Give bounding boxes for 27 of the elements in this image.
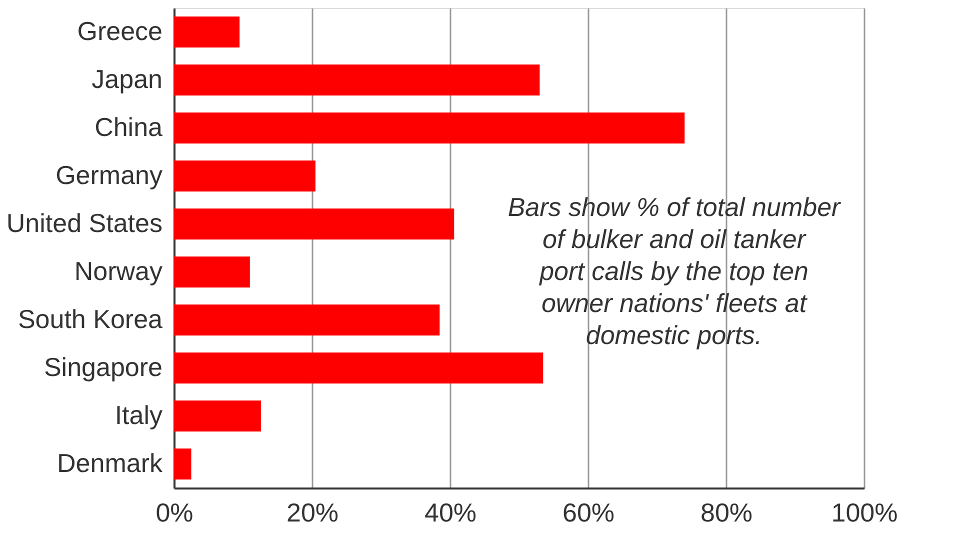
y-tick-label: Greece <box>77 16 162 46</box>
bar <box>174 400 261 432</box>
y-tick-label: United States <box>6 208 162 238</box>
bar <box>174 448 192 480</box>
x-tick-label: 0% <box>156 498 194 528</box>
y-tick-label: Germany <box>56 160 162 190</box>
x-tick-label: 80% <box>700 498 753 528</box>
bar <box>174 304 440 336</box>
y-tick-label: Denmark <box>57 448 164 478</box>
bar <box>174 112 685 144</box>
bar <box>174 16 240 48</box>
y-tick-label: South Korea <box>18 304 164 334</box>
annotation: Bars show % of total number of bulker and oil tanker port calls by the top ten owner nations' fleets at domestic ports. <box>508 192 842 350</box>
y-tick-label: Norway <box>74 256 162 286</box>
x-tick-label: 20% <box>286 498 339 528</box>
x-tick-label: 40% <box>424 498 477 528</box>
y-tick-label: Japan <box>92 64 162 94</box>
bar <box>174 352 544 384</box>
bar <box>174 256 250 288</box>
x-tick-label: 100% <box>831 498 898 528</box>
y-tick-label: Singapore <box>44 352 162 382</box>
bar <box>174 160 316 192</box>
y-tick-label: China <box>94 112 164 142</box>
bar <box>174 208 454 240</box>
x-tick-label: 60% <box>562 498 615 528</box>
y-tick-label: Italy <box>114 400 162 430</box>
bar <box>174 64 540 96</box>
